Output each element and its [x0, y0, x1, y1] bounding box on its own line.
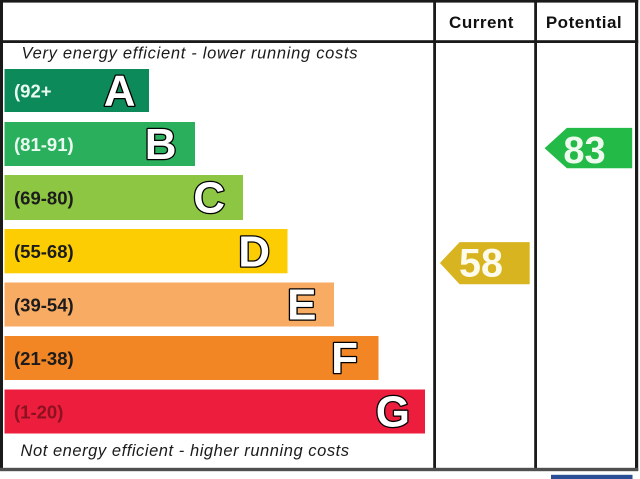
svg-text:(81-91): (81-91)	[14, 134, 74, 155]
svg-text:Potential: Potential	[546, 13, 622, 32]
svg-text:G: G	[376, 388, 410, 437]
svg-text:F: F	[331, 334, 358, 383]
svg-text:(21-38): (21-38)	[14, 348, 74, 369]
svg-text:E: E	[287, 281, 316, 330]
svg-text:Current: Current	[449, 13, 514, 32]
svg-text:83: 83	[563, 130, 605, 172]
svg-text:58: 58	[459, 242, 503, 286]
svg-text:B: B	[145, 120, 177, 169]
svg-text:C: C	[193, 174, 225, 223]
svg-text:(55-68): (55-68)	[14, 241, 74, 262]
svg-text:Very energy efficient - lower: Very energy efficient - lower running co…	[22, 45, 359, 63]
svg-text:Not energy efficient - higher: Not energy efficient - higher running co…	[21, 442, 350, 460]
svg-text:(92+: (92+	[14, 80, 52, 101]
svg-text:(39-54): (39-54)	[14, 294, 74, 315]
svg-text:D: D	[238, 227, 270, 276]
svg-text:A: A	[104, 67, 136, 116]
svg-text:(1-20): (1-20)	[14, 401, 63, 422]
svg-text:(69-80): (69-80)	[14, 187, 74, 208]
